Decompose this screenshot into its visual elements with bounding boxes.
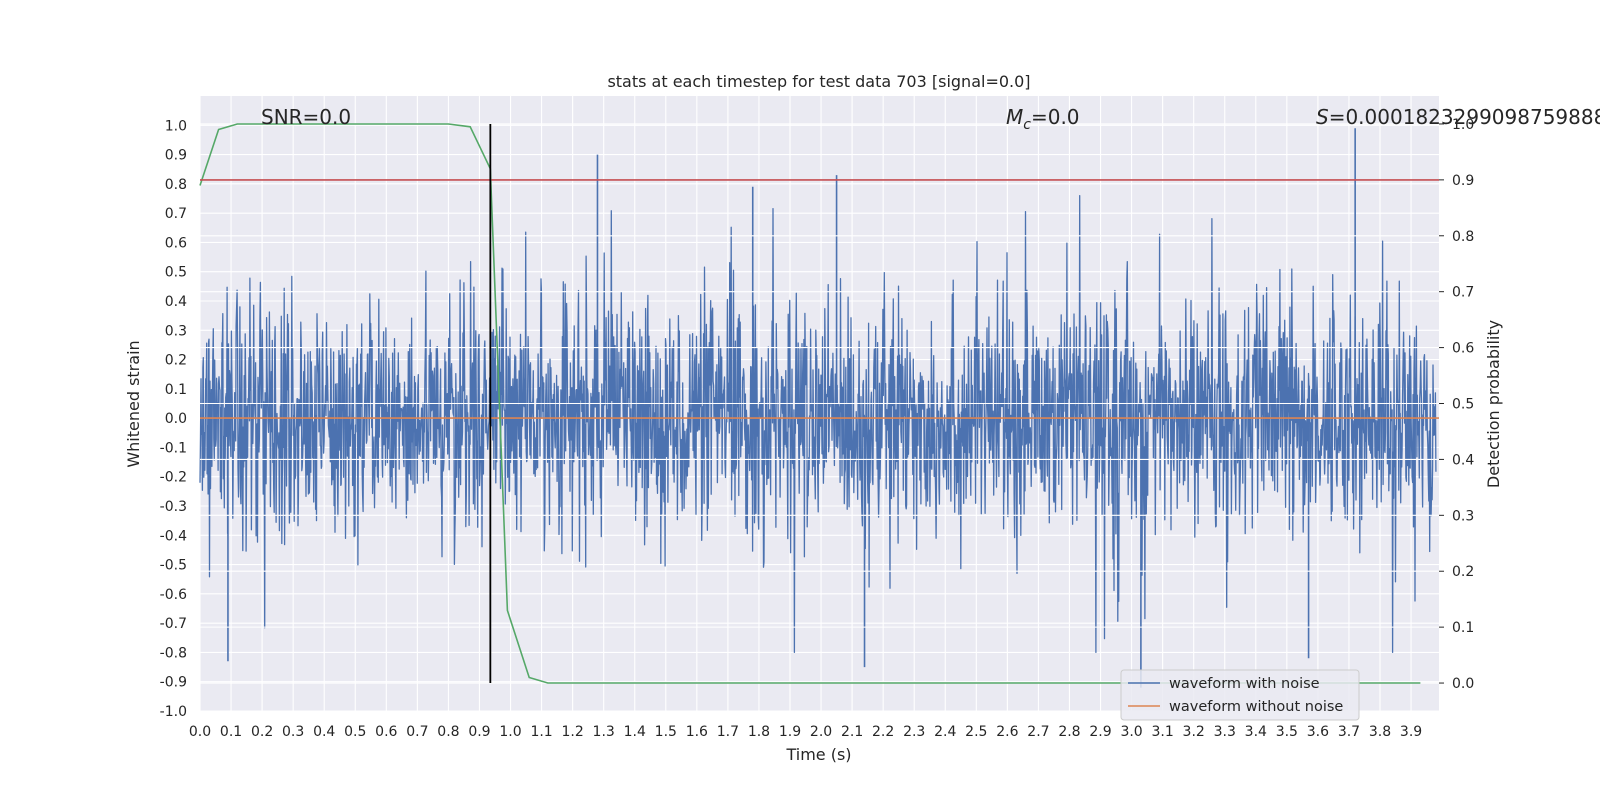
x-tick-label: 0.2 [251,724,273,740]
x-tick-label: 2.8 [1058,724,1080,740]
x-tick-label: 1.8 [748,724,770,740]
axes: 0.0 0.1 0.2 0.3 0.4 0.5 0.6 0.7 0.8 0.9 1.0 1.1 1.2 1… [160,117,1475,740]
mc-symbol: M [1006,105,1023,129]
x-tick-label: 3.2 [1183,724,1205,740]
x-tick-label: 3.3 [1214,724,1236,740]
y-tick-label-left: 0.6 [165,235,187,251]
legend-label-clean: waveform without noise [1169,699,1343,715]
x-tick-label: 3.5 [1276,724,1298,740]
y-tick-label-right: 0.6 [1452,341,1474,357]
y-tick-label-left: -0.5 [160,558,187,574]
y-tick-label-left: 0.1 [165,382,187,398]
x-tick-label: 0.1 [220,724,242,740]
x-tick-label: 3.9 [1400,724,1422,740]
y-tick-label-left: 0.9 [165,148,187,164]
y-tick-label-left: 0.3 [165,323,187,339]
y-tick-label-left: 1.0 [165,118,187,134]
x-tick-label: 3.8 [1369,724,1391,740]
x-tick-label: 1.2 [561,724,583,740]
x-tick-label: 1.9 [779,724,801,740]
y-tick-label-left: 0.0 [165,411,187,427]
x-tick-label: 1.7 [717,724,739,740]
x-tick-label: 0.4 [313,724,335,740]
s-annotation: S=0.0001823299098759888 [1316,105,1600,129]
y-tick-label-right: 0.8 [1452,229,1474,245]
legend-box [1120,669,1360,721]
series-detection-probability [199,123,1421,684]
y-tick-label-left: -0.9 [160,675,187,691]
x-tick-label: 2.3 [903,724,925,740]
x-tick-label: 2.6 [996,724,1018,740]
y-tick-label-right: 0.0 [1452,676,1474,692]
x-tick-label: 0.5 [344,724,366,740]
x-tick-label: 2.4 [934,724,956,740]
x-tick-label: 1.3 [593,724,615,740]
x-tick-label: 2.0 [810,724,832,740]
x-tick-label: 2.1 [841,724,863,740]
y-tick-label-right: 0.2 [1452,564,1474,580]
x-tick-label: 3.0 [1120,724,1142,740]
mc-subscript: c [1023,117,1031,133]
y-tick-label-right: 0.7 [1452,285,1474,301]
mc-annotation: Mc=0.0 [1006,105,1080,133]
chart-title: stats at each timestep for test data 703… [607,72,1030,91]
x-tick-label: 0.6 [375,724,397,740]
y-tick-label-left: -0.6 [160,587,187,603]
x-tick-label: 2.9 [1089,724,1111,740]
x-tick-label: 2.7 [1027,724,1049,740]
y-tick-label-left: 0.7 [165,206,187,222]
y-tick-label-right: 1.0 [1452,117,1474,133]
y-tick-label-left: 0.2 [165,353,187,369]
y-tick-label-left: 0.5 [165,265,187,281]
x-axis-label: Time (s) [785,745,851,764]
y-tick-label-left: -1.0 [160,704,187,720]
x-tick-label: 1.5 [655,724,677,740]
snr-annotation: SNR=0.0 [261,105,351,129]
noise-trace [199,194,1437,654]
y-tick-label-right: 0.1 [1452,620,1474,636]
x-tick-label: 3.6 [1307,724,1329,740]
y-tick-label-left: -0.1 [160,440,187,456]
y-tick-label-left: -0.7 [160,616,187,632]
legend: waveform with noise waveform without noi… [1120,669,1360,721]
y-tick-label-left: 0.8 [165,177,187,193]
y-tick-label-right: 0.3 [1452,508,1474,524]
legend-label-noise: waveform with noise [1169,676,1320,692]
y-tick-label-right: 0.9 [1452,173,1474,189]
y-tick-label-right: 0.5 [1452,397,1474,413]
y-tick-label-left: -0.3 [160,499,187,515]
s-value: =0.0001823299098759888 [1329,105,1600,129]
x-tick-label: 3.1 [1151,724,1173,740]
x-tick-label: 0.3 [282,724,304,740]
y-tick-label-left: -0.2 [160,470,187,486]
x-tick-label: 1.4 [624,724,646,740]
x-tick-label: 3.7 [1338,724,1360,740]
y-axis-label-right: Detection probability [1484,320,1503,488]
x-tick-label: 1.6 [686,724,708,740]
y-axis-label-left: Whitened strain [124,340,143,467]
x-tick-label: 0.8 [437,724,459,740]
x-tick-label: 0.0 [189,724,211,740]
x-tick-label: 1.1 [530,724,552,740]
y-tick-label-left: -0.8 [160,645,187,661]
y-tick-label-left: 0.4 [165,294,187,310]
y-tick-label-right: 0.4 [1452,452,1474,468]
x-tick-label: 1.0 [499,724,521,740]
x-tick-label: 2.2 [872,724,894,740]
x-tick-label: 0.9 [468,724,490,740]
x-tick-label: 3.4 [1245,724,1267,740]
s-symbol: S [1316,105,1329,129]
x-tick-label: 0.7 [406,724,428,740]
mc-value: =0.0 [1031,105,1080,129]
y-tick-label-left: -0.4 [160,528,187,544]
x-tick-label: 2.5 [965,724,987,740]
